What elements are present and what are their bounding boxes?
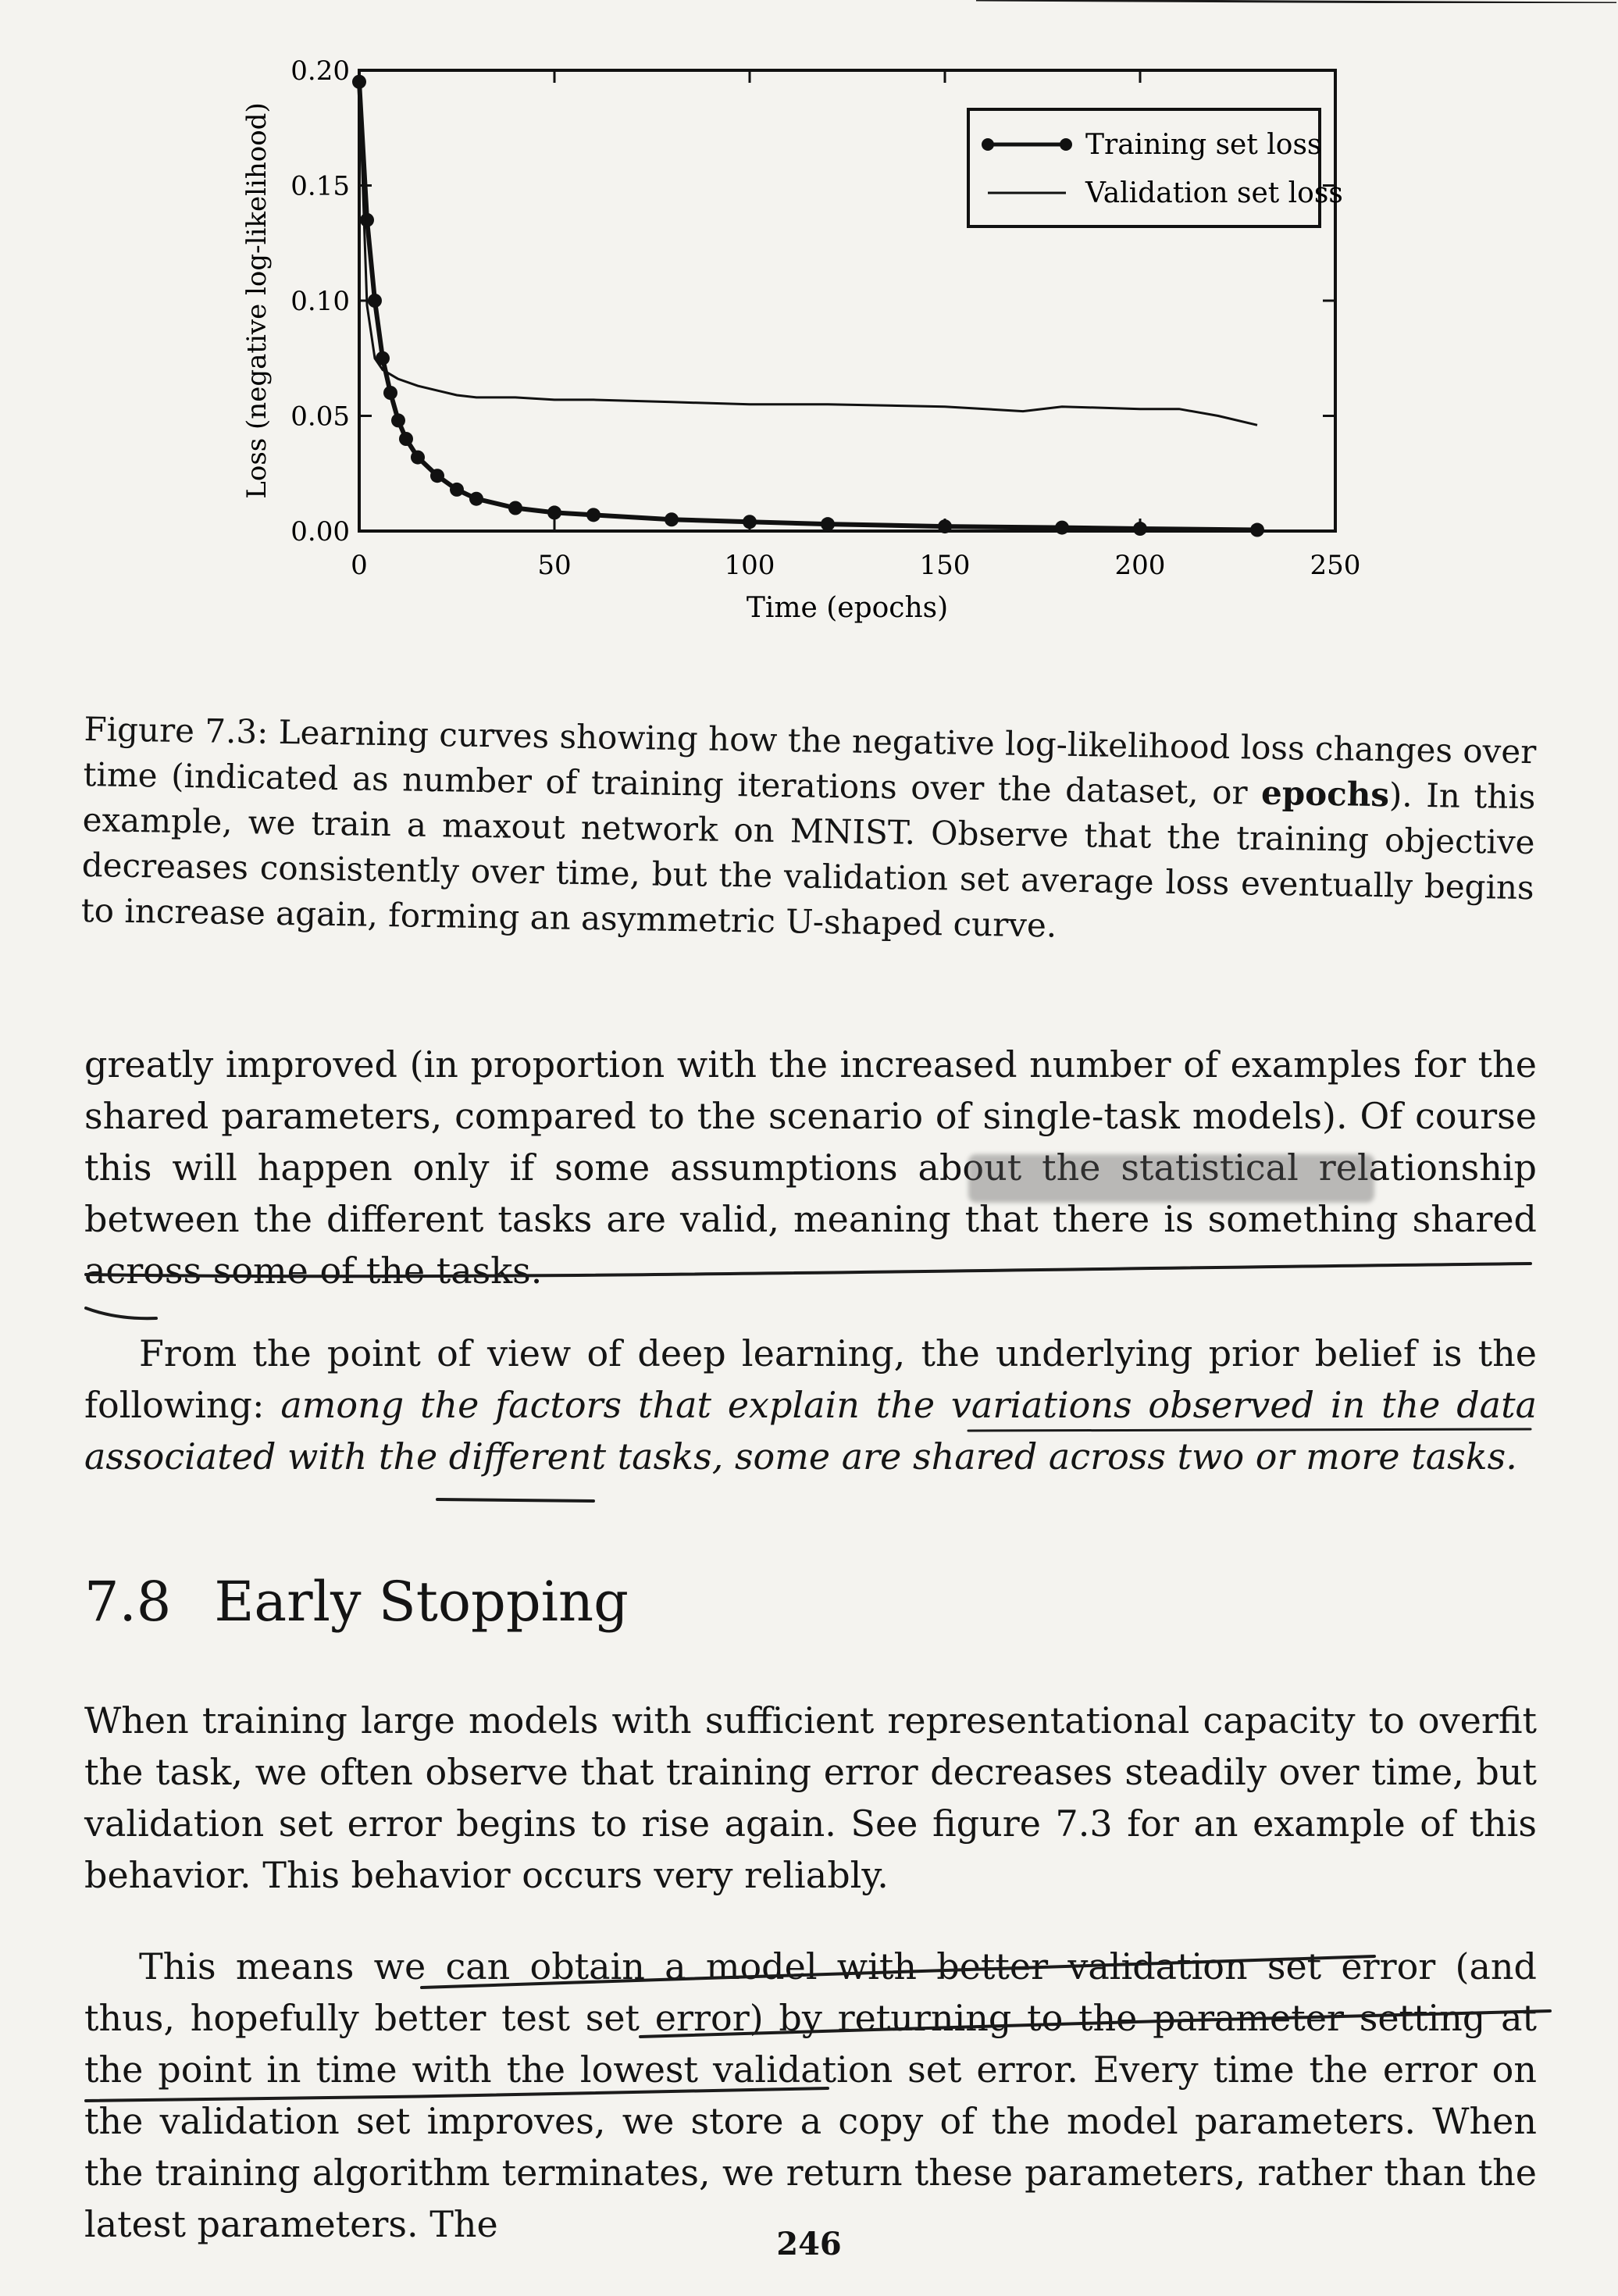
x-tick-label: 250 bbox=[1310, 550, 1361, 581]
x-tick-label: 200 bbox=[1115, 550, 1166, 581]
paragraph-text: greatly improved (in proportion with the… bbox=[84, 1043, 1537, 1292]
training-data-point bbox=[469, 491, 483, 506]
y-tick-label: 0.15 bbox=[290, 171, 350, 202]
training-data-point bbox=[411, 450, 425, 465]
x-tick-label: 50 bbox=[537, 550, 571, 581]
x-axis-label: Time (epochs) bbox=[747, 592, 948, 624]
y-tick-label: 0.00 bbox=[290, 516, 350, 547]
page-edge-line bbox=[976, 0, 1616, 3]
learning-curves-figure: 0 50 100 150 200 250 0.00 0.05 0.10 0.15 0.20 Time … bbox=[241, 55, 1361, 624]
x-tick-label: 150 bbox=[920, 550, 971, 581]
body-paragraph-continued: greatly improved (in proportion with the… bbox=[84, 1039, 1537, 1296]
training-data-point bbox=[391, 413, 405, 428]
training-data-point bbox=[743, 515, 757, 529]
paragraph-text: From the point of view of deep learning,… bbox=[84, 1332, 1537, 1426]
training-data-point bbox=[1055, 520, 1069, 535]
section-heading: 7.8 Early Stopping bbox=[84, 1570, 629, 1634]
section-number: 7.8 bbox=[84, 1570, 172, 1634]
highlighter-mark bbox=[968, 1154, 1374, 1203]
paragraph-text: This means we can obtain a model with be… bbox=[84, 1945, 1537, 2245]
training-data-point bbox=[383, 386, 397, 400]
training-data-point bbox=[821, 517, 835, 532]
training-data-point bbox=[938, 519, 952, 534]
training-data-point bbox=[547, 505, 561, 520]
y-tick-label: 0.05 bbox=[290, 401, 350, 433]
series-line-validation bbox=[358, 81, 1258, 426]
legend-box bbox=[967, 108, 1321, 228]
training-data-point bbox=[586, 508, 601, 522]
y-axis-label: Loss (negative log-likelihood) bbox=[241, 102, 273, 498]
training-data-point bbox=[1133, 522, 1147, 537]
body-paragraph-prior-belief: From the point of view of deep learning,… bbox=[84, 1328, 1537, 1482]
body-paragraph-early-stopping-method: This means we can obtain a model with be… bbox=[84, 1941, 1537, 2250]
training-data-point bbox=[508, 501, 522, 515]
x-tick-label: 100 bbox=[725, 550, 775, 581]
legend-label: Training set loss bbox=[1085, 129, 1321, 161]
paragraph-text: When training large models with sufficie… bbox=[84, 1699, 1537, 1896]
y-tick-label: 0.20 bbox=[290, 55, 350, 87]
training-data-point bbox=[665, 512, 679, 527]
emphasized-statement: among the factors that explain the varia… bbox=[84, 1384, 1537, 1478]
training-data-point bbox=[368, 294, 382, 308]
training-data-point bbox=[399, 432, 413, 446]
training-data-point bbox=[376, 351, 390, 365]
training-data-point bbox=[450, 482, 464, 497]
training-data-point bbox=[1250, 522, 1264, 537]
body-paragraph-early-stopping-intro: When training large models with sufficie… bbox=[84, 1695, 1537, 1901]
y-tick-label: 0.10 bbox=[290, 286, 350, 317]
legend-label: Validation set loss bbox=[1085, 177, 1343, 209]
legend-marker bbox=[982, 138, 994, 151]
page-number: 246 bbox=[776, 2226, 842, 2262]
legend-marker bbox=[1060, 138, 1072, 151]
training-data-point bbox=[430, 469, 444, 483]
section-title: Early Stopping bbox=[214, 1570, 629, 1634]
x-tick-label: 0 bbox=[351, 550, 368, 581]
training-data-point bbox=[352, 74, 366, 89]
